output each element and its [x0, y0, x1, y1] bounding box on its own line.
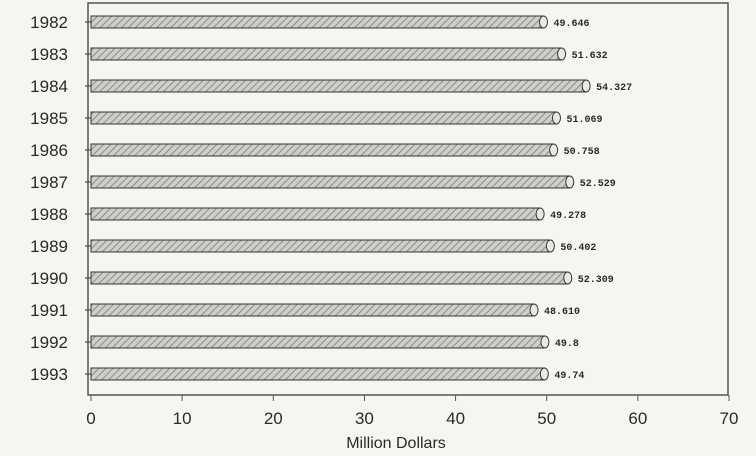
bar-end-cap: [549, 143, 559, 157]
bar-1984: 54.327: [85, 79, 632, 94]
x-tick-label-20: 20: [264, 409, 283, 428]
bar-end-cap: [557, 47, 567, 61]
category-label-1985: 1985: [30, 109, 68, 128]
bar-value-label-1990: 52.309: [578, 275, 614, 286]
bar-end-cap: [529, 303, 539, 317]
bar-body: [90, 15, 544, 29]
category-label-1992: 1992: [30, 333, 68, 352]
x-axis-ticks: 0 10 20 30 40 50 60 70: [86, 395, 738, 428]
bar-1989: 50.402: [85, 239, 596, 254]
category-label-1982: 1982: [30, 13, 68, 32]
bar-1986: 50.758: [85, 143, 600, 158]
category-label-1993: 1993: [30, 365, 68, 384]
bar-1987: 52.529: [85, 175, 616, 190]
bar-value-label-1992: 49.8: [555, 339, 579, 350]
bar-end-cap: [551, 111, 561, 125]
x-tick-label-60: 60: [628, 409, 647, 428]
bar-body: [90, 47, 563, 61]
bar-end-cap: [538, 15, 548, 29]
bar-value-label-1988: 49.278: [550, 211, 586, 222]
bar-1988: 49.278: [85, 207, 586, 222]
category-label-1988: 1988: [30, 205, 68, 224]
bar-value-label-1986: 50.758: [564, 147, 600, 158]
bar-body: [90, 111, 557, 125]
bar-value-label-1983: 51.632: [572, 51, 608, 62]
x-tick-label-10: 10: [173, 409, 192, 428]
category-label-1986: 1986: [30, 141, 68, 160]
bar-1985: 51.069: [85, 111, 602, 126]
bars-layer: 49.646 51.632 54.327 51.069 50.758 52.529 49.2…: [85, 15, 632, 382]
bar-end-cap: [535, 207, 545, 221]
x-tick-label-40: 40: [446, 409, 465, 428]
bar-end-cap: [540, 335, 550, 349]
category-label-1989: 1989: [30, 237, 68, 256]
bar-body: [90, 207, 541, 221]
bar-value-label-1989: 50.402: [560, 243, 596, 254]
bar-value-label-1987: 52.529: [580, 179, 616, 190]
x-axis-title: Million Dollars: [346, 435, 446, 452]
category-label-1990: 1990: [30, 269, 68, 288]
bar-1992: 49.8: [85, 335, 579, 350]
bar-end-cap: [565, 175, 575, 189]
bar-value-label-1982: 49.646: [553, 19, 589, 30]
bar-end-cap: [563, 271, 573, 285]
bar-body: [90, 303, 535, 317]
x-tick-label-50: 50: [537, 409, 556, 428]
x-tick-label-70: 70: [720, 409, 739, 428]
bar-1993: 49.74: [85, 367, 584, 382]
bar-body: [90, 271, 569, 285]
category-label-1984: 1984: [30, 77, 68, 96]
bar-1990: 52.309: [85, 271, 614, 286]
bar-1982: 49.646: [85, 15, 590, 30]
bar-body: [90, 367, 545, 381]
bar-body: [90, 79, 587, 93]
bar-end-cap: [545, 239, 555, 253]
category-label-1991: 1991: [30, 301, 68, 320]
plot-frame: [87, 2, 729, 396]
bar-body: [90, 175, 571, 189]
bar-end-cap: [581, 79, 591, 93]
bar-value-label-1991: 48.610: [544, 307, 580, 318]
x-tick-label-0: 0: [86, 409, 95, 428]
bar-1991: 48.610: [85, 303, 580, 318]
bar-value-label-1985: 51.069: [566, 115, 602, 126]
bar-value-label-1993: 49.74: [554, 371, 584, 382]
bar-body: [90, 335, 546, 349]
category-label-1983: 1983: [30, 45, 68, 64]
bar-value-label-1984: 54.327: [596, 83, 632, 94]
bar-1983: 51.632: [85, 47, 608, 62]
bar-body: [90, 143, 555, 157]
category-label-1987: 1987: [30, 173, 68, 192]
bar-body: [90, 239, 551, 253]
bar-end-cap: [539, 367, 549, 381]
category-labels: 1982 1983 1984 1985 1986 1987 1988 1989 1990 1991…: [30, 13, 68, 384]
x-tick-label-30: 30: [355, 409, 374, 428]
